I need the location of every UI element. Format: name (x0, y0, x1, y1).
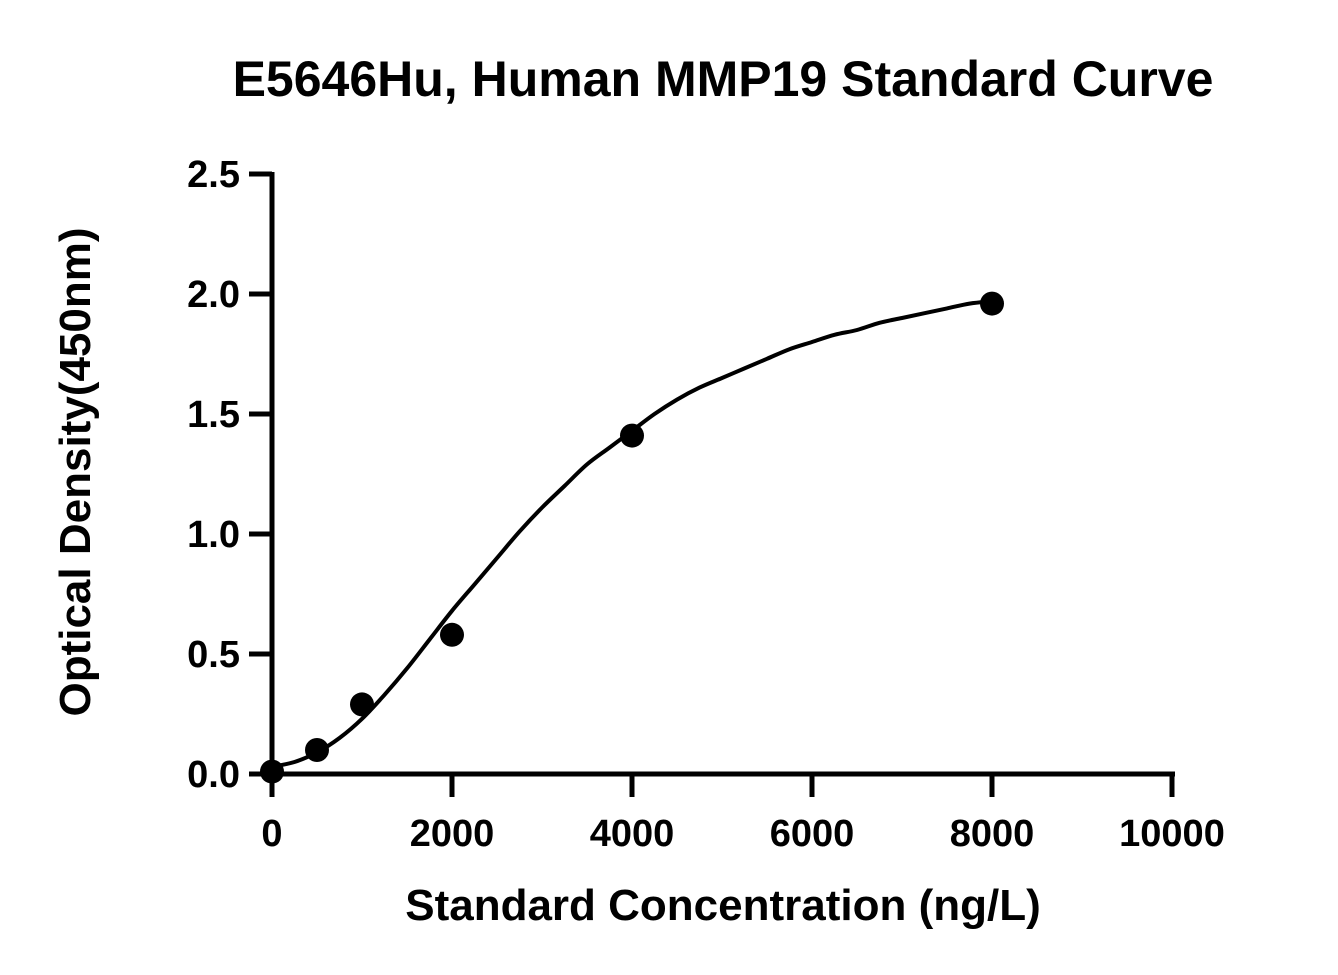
x-ticks: 0 2000 4000 6000 8000 10000 (261, 774, 1225, 855)
y-tick-label: 1.5 (187, 394, 240, 436)
x-tick-label: 2000 (410, 813, 495, 855)
x-tick-label: 6000 (770, 813, 855, 855)
data-point (620, 423, 644, 448)
x-tick-label: 4000 (590, 813, 675, 855)
data-point (305, 738, 329, 762)
fit-curve (271, 299, 993, 769)
y-tick-label: 0.5 (187, 634, 240, 676)
data-point (260, 759, 284, 784)
y-tick-label: 0.0 (187, 754, 240, 796)
chart-title: E5646Hu, Human MMP19 Standard Curve (233, 51, 1214, 107)
axes (269, 172, 1175, 777)
x-tick-label: 8000 (950, 813, 1035, 855)
y-ticks: 0.0 0.5 1.0 1.5 2.0 2.5 (187, 154, 272, 796)
data-point (350, 692, 374, 717)
x-axis-label: Standard Concentration (ng/L) (405, 881, 1041, 930)
y-tick-label: 2.5 (187, 154, 240, 196)
y-axis-label: Optical Density(450nm) (51, 227, 100, 716)
data-points (260, 291, 1004, 784)
x-tick-label: 10000 (1119, 813, 1225, 855)
data-point (440, 622, 464, 647)
y-tick-label: 2.0 (187, 274, 240, 316)
x-tick-label: 0 (261, 813, 282, 855)
data-point (980, 291, 1004, 316)
y-tick-label: 1.0 (187, 514, 240, 556)
